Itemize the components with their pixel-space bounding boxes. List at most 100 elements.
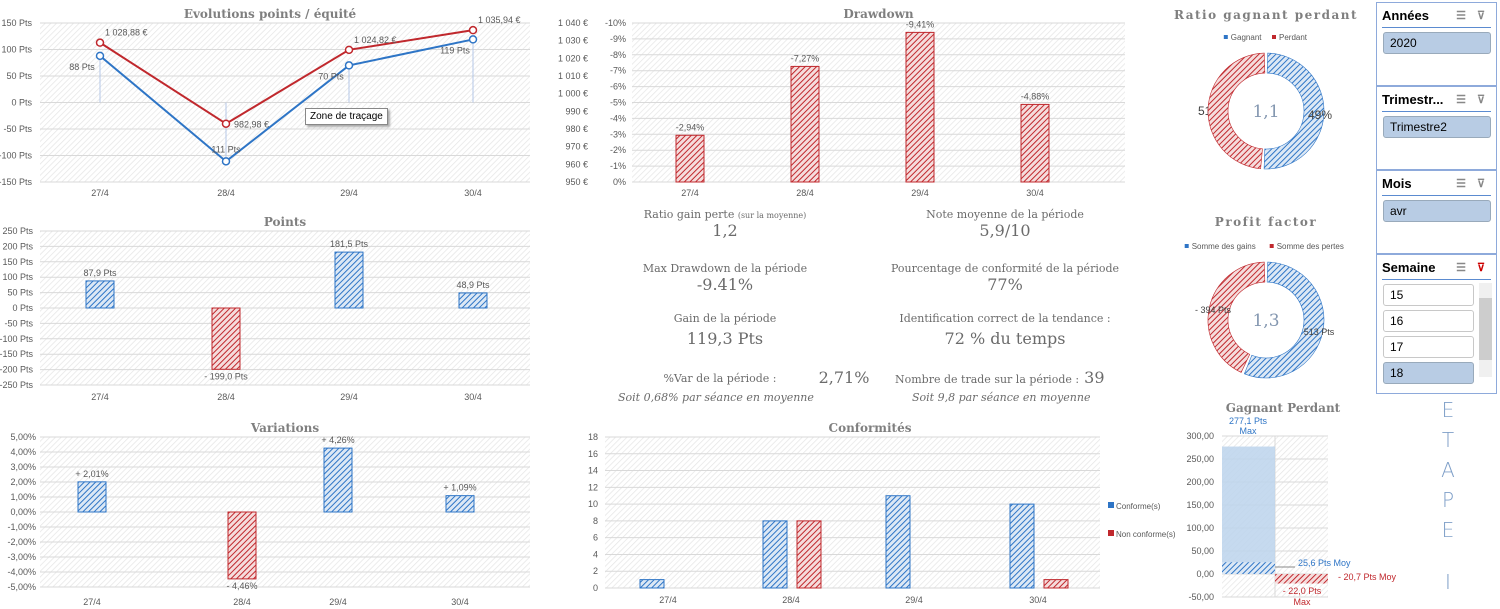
y-tick-label: 50 Pts <box>7 288 33 298</box>
y-tick-label: 0,00 <box>1196 569 1214 579</box>
slicer-item[interactable]: Trimestre2 <box>1383 116 1491 138</box>
chart-title: Ratio gagnant perdant <box>1174 8 1358 22</box>
clear-filter-icon[interactable]: ⊽ <box>1476 261 1486 274</box>
y2-tick-label: 1 010 € <box>558 71 588 81</box>
data-label: 49% <box>1308 108 1332 122</box>
data-label-loss-max-sub: Max <box>1293 597 1311 607</box>
y-tick-label: 3,00% <box>10 462 36 472</box>
legend-label: Non conforme(s) <box>1116 530 1176 539</box>
clear-filter-icon[interactable]: ⊽ <box>1476 93 1486 106</box>
stat-label: Gain de la période <box>673 312 777 325</box>
chart-title: Drawdown <box>843 7 914 21</box>
clear-filter-icon[interactable]: ⊽ <box>1476 9 1486 22</box>
y2-tick-label: 980 € <box>565 124 588 134</box>
donut-slice-blue <box>1243 261 1325 379</box>
stat-value: 2,71% <box>818 368 870 387</box>
data-label: 181,5 Pts <box>330 239 369 249</box>
data-label: 1 035,94 € <box>478 15 521 25</box>
data-point <box>344 45 354 55</box>
bar <box>227 511 257 580</box>
scrollbar-thumb[interactable] <box>1479 298 1492 360</box>
slicer-2: Mois ☰ ⊽ avr <box>1376 170 1497 254</box>
y-tick-label: 100 Pts <box>2 272 33 282</box>
slicer-item[interactable]: 17 <box>1383 336 1474 358</box>
etape-letter: P <box>1441 488 1455 512</box>
chart-title: Points <box>264 215 307 229</box>
slicer-title: Semaine <box>1382 259 1436 275</box>
slicer-item[interactable]: avr <box>1383 200 1491 222</box>
y-tick-label: -3% <box>610 129 626 139</box>
x-tick-label: 27/4 <box>659 595 677 605</box>
stat-value: 39 <box>1084 368 1105 387</box>
bar-blue <box>1009 503 1035 589</box>
donut-slice-blue <box>1263 52 1325 170</box>
bar <box>77 481 107 513</box>
y-tick-label: 0 Pts <box>12 303 33 313</box>
data-label: 1 024,82 € <box>354 35 397 45</box>
slicer-item[interactable]: 2020 <box>1383 32 1491 54</box>
slicer-item[interactable]: 18 <box>1383 362 1474 384</box>
y2-tick-label: 990 € <box>565 106 588 116</box>
clear-filter-icon[interactable]: ⊽ <box>1476 177 1486 190</box>
x-tick-label: 30/4 <box>1029 595 1047 605</box>
data-label: 982,98 € <box>234 120 269 130</box>
y-tick-label: -5,00% <box>7 582 36 592</box>
y-tick-label: 18 <box>588 432 598 442</box>
data-label: 70 Pts <box>318 71 344 81</box>
bar <box>675 134 705 183</box>
slicer-header: Trimestr... ☰ ⊽ <box>1382 87 1491 112</box>
y-tick-label: 2 <box>593 566 598 576</box>
x-tick-label: 27/4 <box>83 597 101 607</box>
etape-letter: A <box>1441 458 1455 482</box>
data-label: -2,94% <box>676 122 705 132</box>
data-label: - 394 Pts <box>1195 305 1232 315</box>
y-tick-label: 300,00 <box>1186 431 1214 441</box>
y-tick-label: 0% <box>613 177 626 187</box>
x-tick-label: 30/4 <box>464 188 482 198</box>
stat-note: (sur la moyenne) <box>737 211 807 220</box>
multi-select-icon[interactable]: ☰ <box>1456 261 1466 274</box>
chart-title: Variations <box>250 421 319 435</box>
stat-label: Max Drawdown de la période <box>642 262 808 275</box>
y-tick-label: -1,00% <box>7 522 36 532</box>
y-tick-label: 4 <box>593 549 598 559</box>
legend-swatch <box>1108 530 1114 536</box>
multi-select-icon[interactable]: ☰ <box>1456 9 1466 22</box>
etape-letter: T <box>1441 428 1455 452</box>
etape-letter: E <box>1441 398 1455 422</box>
data-label: 119 Pts <box>440 45 470 55</box>
stat-value: 119,3 Pts <box>686 329 764 348</box>
slicer-item[interactable]: 15 <box>1383 284 1474 306</box>
stat-conformite: Pourcentage de conformité de la période … <box>860 262 1150 294</box>
y-tick-label: -50,00 <box>1188 592 1214 602</box>
bar <box>85 280 115 309</box>
y-tick-label: -3,00% <box>7 552 36 562</box>
y-tick-label: -100 Pts <box>0 151 32 161</box>
data-point <box>221 157 231 166</box>
slicer-scrollbar[interactable] <box>1479 283 1492 377</box>
y-tick-label: -5% <box>610 98 626 108</box>
x-tick-label: 30/4 <box>1026 188 1044 198</box>
chart-title: Gagnant Perdant <box>1226 401 1341 415</box>
bar-gain-avg <box>1222 562 1275 574</box>
stat-var-value: 2,71% <box>812 368 876 387</box>
x-tick-label: 28/4 <box>796 188 814 198</box>
data-point <box>344 61 354 70</box>
etape-letter: I <box>1445 570 1451 594</box>
x-tick-label: 28/4 <box>217 392 235 402</box>
donut-slice-red <box>1207 52 1266 170</box>
data-label: 88 Pts <box>69 62 95 72</box>
series-line-red <box>99 29 474 125</box>
x-tick-label: 27/4 <box>681 188 699 198</box>
y-tick-label: -4,00% <box>7 567 36 577</box>
y-tick-label: -250 Pts <box>0 380 33 390</box>
multi-select-icon[interactable]: ☰ <box>1456 93 1466 106</box>
slicer-item[interactable]: 16 <box>1383 310 1474 332</box>
series-line-blue <box>99 38 474 163</box>
y-tick-label: 12 <box>588 482 598 492</box>
bar-gain-max <box>1222 446 1275 574</box>
y-tick-label: -8% <box>610 50 626 60</box>
multi-select-icon[interactable]: ☰ <box>1456 177 1466 190</box>
